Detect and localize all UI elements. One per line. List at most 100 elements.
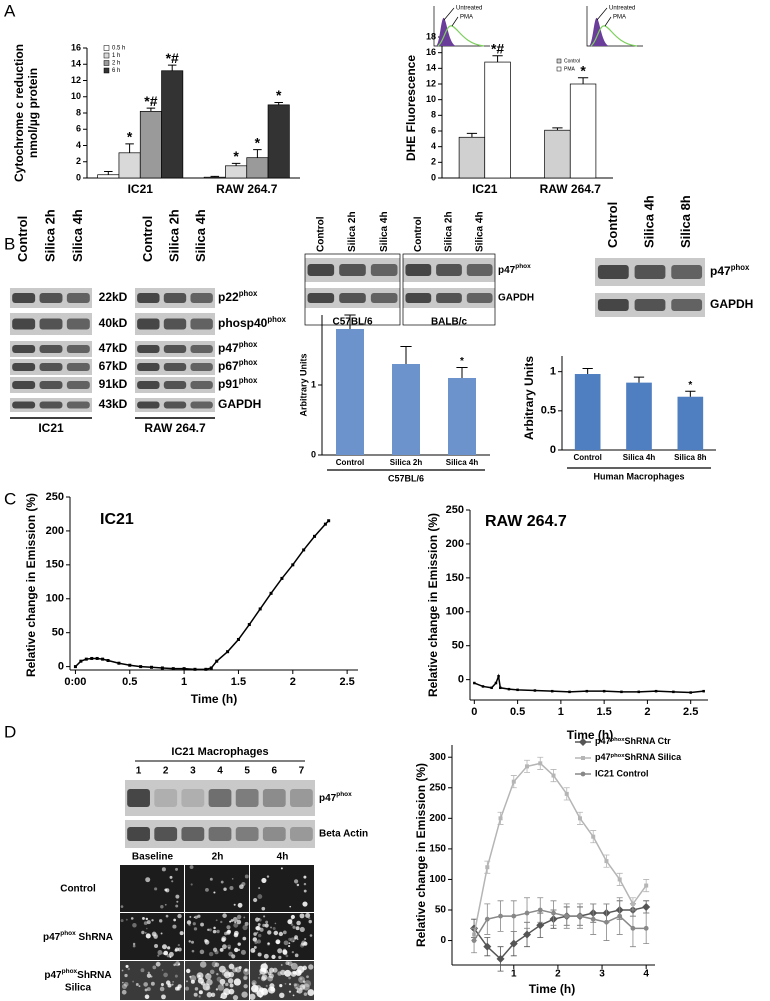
x-tick-label: 0.5 <box>122 676 137 688</box>
marker <box>485 865 490 870</box>
cell <box>167 946 171 950</box>
group-label: RAW 264.7 <box>144 421 206 435</box>
data-line <box>74 520 330 671</box>
cell <box>121 989 127 995</box>
cell <box>165 914 169 918</box>
cell <box>306 975 309 979</box>
blot-band <box>163 401 187 409</box>
significance-label: * <box>460 356 464 367</box>
cell <box>214 962 220 967</box>
cell <box>151 919 154 922</box>
protein-label: p22phox <box>218 289 258 305</box>
cell <box>237 942 241 946</box>
cell <box>237 948 241 952</box>
cell <box>274 922 277 925</box>
cell <box>144 994 150 999</box>
cell <box>291 950 294 954</box>
cell <box>222 944 227 950</box>
chart-title: IC21 <box>100 511 134 528</box>
cell <box>244 921 249 926</box>
legend-swatch <box>103 52 110 59</box>
blot-band <box>181 827 205 841</box>
cell <box>194 915 198 919</box>
cell <box>160 905 164 909</box>
marker <box>204 667 208 671</box>
blot-band <box>290 789 313 807</box>
blot-band <box>66 345 90 353</box>
cell <box>296 938 299 940</box>
legend-swatch <box>556 58 562 64</box>
cell <box>303 875 307 879</box>
legend-label: p47phoxShRNA Silica <box>595 752 682 762</box>
cell <box>233 922 239 928</box>
cell <box>308 919 312 924</box>
lane-label: 1 <box>136 766 142 777</box>
cell <box>125 964 129 968</box>
cell <box>205 973 212 980</box>
blot-band <box>671 265 703 279</box>
cell <box>293 983 300 990</box>
marker <box>182 667 186 671</box>
significance-label: *# <box>166 50 179 66</box>
cell <box>206 992 213 998</box>
cell <box>303 882 307 886</box>
cell <box>199 949 205 955</box>
size-label: 40kD <box>99 316 128 330</box>
micrograph <box>120 865 184 912</box>
blot-band <box>127 827 150 841</box>
bar <box>203 176 226 179</box>
y-tick-label: 14 <box>426 63 436 73</box>
marker <box>689 691 692 694</box>
cell <box>232 917 238 922</box>
text-part: p22 <box>218 290 239 304</box>
x-tick-label: 2 <box>644 706 650 718</box>
cell <box>189 975 192 978</box>
cell <box>220 996 223 999</box>
protein-label: GAPDH <box>710 297 753 311</box>
x-tick-label: Silica 2h <box>390 458 423 467</box>
x-axis-label: Time (h) <box>191 692 237 706</box>
cell <box>283 940 289 946</box>
cell <box>132 980 135 983</box>
cell <box>280 867 283 870</box>
bar <box>139 111 162 179</box>
marker <box>497 675 500 678</box>
marker <box>323 522 327 526</box>
cell <box>169 955 172 958</box>
error-bar <box>125 143 134 153</box>
cell <box>222 913 227 918</box>
blot-band <box>436 264 462 276</box>
cell <box>142 916 145 920</box>
cell <box>263 953 269 959</box>
cell <box>120 919 124 923</box>
cell <box>290 937 296 943</box>
cell <box>174 974 178 978</box>
cell <box>121 969 124 972</box>
cell <box>261 906 266 911</box>
cell <box>255 917 260 922</box>
cell <box>299 984 306 990</box>
cell <box>285 954 289 958</box>
cell <box>145 877 151 883</box>
legend-marker <box>581 756 585 760</box>
cell <box>200 981 205 986</box>
blot-band <box>436 293 462 303</box>
cell <box>257 923 261 926</box>
cell <box>261 974 268 981</box>
cell <box>234 947 239 953</box>
cell <box>176 900 179 903</box>
cell <box>179 931 184 936</box>
legend-swatch <box>103 60 110 66</box>
cell <box>284 982 287 985</box>
cell <box>296 920 301 926</box>
cell <box>288 944 291 948</box>
cell <box>229 886 234 891</box>
error-bar <box>253 149 262 158</box>
cell <box>160 932 163 935</box>
cell <box>265 984 268 988</box>
cell <box>229 983 234 988</box>
error-bar <box>231 162 241 166</box>
cell <box>138 985 141 988</box>
text-part: p47 <box>218 341 239 355</box>
cell <box>233 903 236 906</box>
